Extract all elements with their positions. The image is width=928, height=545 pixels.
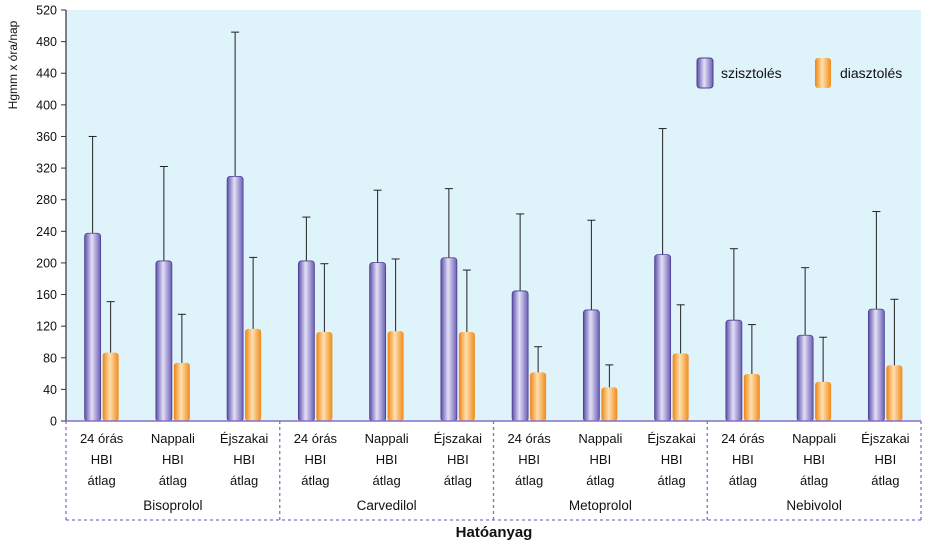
y-tick-label: 160 [36,288,57,302]
category-label: HBI [233,452,255,467]
group-label: Metoprolol [569,498,632,513]
category-label: átlag [230,473,258,488]
category-label: HBI [376,452,398,467]
group-label: Carvedilol [357,498,417,513]
category-label: átlag [88,473,116,488]
bar-diasztoles [743,373,760,421]
category-label: Nappali [578,431,622,446]
group-label: Bisoprolol [143,498,202,513]
category-label: átlag [800,473,828,488]
legend-label-szisztoles: szisztolés [721,65,782,81]
legend-swatch-szisztoles [696,57,714,89]
bar-diasztoles [672,353,689,421]
bar-szisztoles [297,260,315,422]
category-label: HBI [518,452,540,467]
bar-szisztoles [84,232,102,422]
category-label: 24 órás [721,431,765,446]
y-tick-label: 520 [36,4,57,18]
bar-szisztoles [582,309,600,422]
bar-szisztoles [725,319,743,422]
bar-diasztoles [530,372,547,421]
y-axis-label: Hgmm x óra/nap [6,20,20,109]
bar-szisztoles [511,290,529,422]
bar-szisztoles [796,334,814,422]
bar-szisztoles [654,254,672,422]
category-label: HBI [590,452,612,467]
x-axis-label: Hatóanyag [456,524,533,541]
category-label: átlag [515,473,543,488]
bar-szisztoles [867,308,885,422]
group-label: Nebivolol [786,498,842,513]
category-label: átlag [373,473,401,488]
bar-diasztoles [173,362,190,421]
category-label: Nappali [365,431,409,446]
legend: szisztolés diasztolés [696,57,902,89]
category-label: 24 órás [507,431,551,446]
category-label: HBI [447,452,469,467]
category-label: átlag [729,473,757,488]
category-label: HBI [661,452,683,467]
y-tick-label: 200 [36,256,57,270]
bar-diasztoles [815,381,832,421]
category-label: átlag [444,473,472,488]
category-label: átlag [159,473,187,488]
bar-diasztoles [886,365,903,421]
y-tick-label: 440 [36,67,57,81]
y-tick-label: 0 [50,415,57,429]
bar-szisztoles [226,175,244,422]
category-label: Éjszakai [434,431,483,446]
category-label: átlag [301,473,329,488]
category-label: HBI [803,452,825,467]
bar-diasztoles [458,332,475,421]
bar-diasztoles [102,352,119,421]
category-label: 24 órás [294,431,338,446]
y-tick-label: 240 [36,225,57,239]
bar-diasztoles [387,331,404,421]
y-tick-label: 360 [36,130,57,144]
bar-szisztoles [440,257,458,422]
category-label: Éjszakai [220,431,269,446]
x-axis: Bisoprolol 24 órás HBI átlag Nappali HBI átlag… [65,420,922,521]
category-label: Éjszakai [647,431,696,446]
category-label: Éjszakai [861,431,910,446]
category-label: átlag [871,473,899,488]
category-label: átlag [586,473,614,488]
category-label: HBI [875,452,897,467]
category-label: Nappali [792,431,836,446]
bar-diasztoles [245,328,262,421]
category-label: HBI [91,452,113,467]
legend-label-diasztoles: diasztolés [840,65,902,81]
legend-swatch-diasztoles [815,58,831,88]
y-axis: 0 40 80 120 160 200 240 280 320 360 400 440 480 520 [36,4,67,429]
bar-szisztoles [155,260,173,422]
category-label: átlag [658,473,686,488]
y-tick-label: 280 [36,193,57,207]
plot-area [66,10,921,421]
y-tick-label: 400 [36,98,57,112]
bar-szisztoles [369,262,387,422]
y-tick-label: 80 [43,351,57,365]
y-tick-label: 40 [43,383,57,397]
y-tick-label: 480 [36,35,57,49]
category-label: HBI [162,452,184,467]
category-label: 24 órás [80,431,124,446]
bars-layer [84,31,903,422]
bar-diasztoles [316,332,333,421]
category-label: Nappali [151,431,195,446]
y-tick-label: 320 [36,162,57,176]
category-label: HBI [305,452,327,467]
y-tick-label: 120 [36,320,57,334]
category-label: HBI [732,452,754,467]
bar-diasztoles [601,387,618,421]
